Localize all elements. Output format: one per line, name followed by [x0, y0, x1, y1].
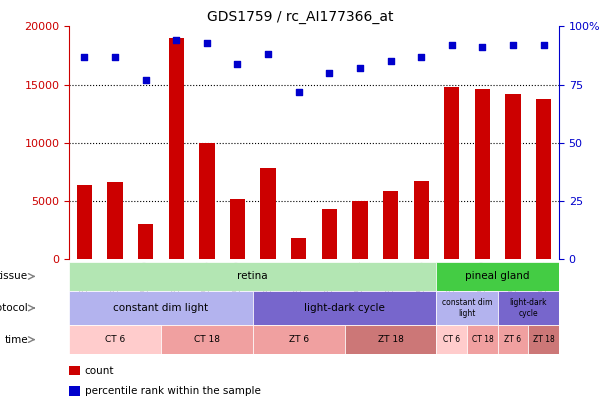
Text: count: count: [85, 366, 114, 375]
Bar: [528, 325, 559, 354]
Bar: [253, 325, 344, 354]
Point: [110, 53, 120, 60]
Text: percentile rank within the sample: percentile rank within the sample: [85, 386, 261, 396]
Text: GDS1759 / rc_AI177366_at: GDS1759 / rc_AI177366_at: [207, 10, 394, 24]
Point: [478, 44, 487, 51]
Text: ZT 6: ZT 6: [504, 335, 522, 344]
Bar: [291, 238, 307, 259]
Bar: [467, 325, 498, 354]
Text: retina: retina: [237, 271, 268, 281]
Text: light-dark cycle: light-dark cycle: [304, 303, 385, 313]
Bar: [199, 143, 215, 259]
Bar: [536, 98, 551, 259]
Point: [202, 39, 212, 46]
Text: CT 18: CT 18: [194, 335, 220, 344]
Bar: [505, 94, 520, 259]
Bar: [444, 87, 459, 259]
Text: constant dim
light: constant dim light: [442, 298, 492, 318]
Text: CT 6: CT 6: [105, 335, 125, 344]
Bar: [69, 291, 253, 325]
Point: [141, 77, 150, 83]
Bar: [169, 38, 184, 259]
Bar: [108, 182, 123, 259]
Point: [355, 65, 365, 72]
Point: [508, 42, 518, 48]
Bar: [77, 185, 92, 259]
Bar: [253, 291, 436, 325]
Bar: [161, 325, 253, 354]
Bar: [69, 366, 80, 375]
Text: protocol: protocol: [0, 303, 28, 313]
Text: ZT 18: ZT 18: [532, 335, 555, 344]
Text: light-dark
cycle: light-dark cycle: [510, 298, 547, 318]
Point: [416, 53, 426, 60]
Bar: [436, 291, 498, 325]
Bar: [498, 291, 559, 325]
Text: CT 18: CT 18: [472, 335, 493, 344]
Point: [171, 37, 181, 44]
Bar: [352, 201, 368, 259]
Bar: [69, 386, 80, 396]
Bar: [383, 190, 398, 259]
Text: pineal gland: pineal gland: [465, 271, 530, 281]
Bar: [69, 262, 436, 291]
Point: [294, 88, 304, 95]
Text: ZT 6: ZT 6: [288, 335, 309, 344]
Bar: [413, 181, 429, 259]
Bar: [138, 224, 153, 259]
Bar: [436, 262, 559, 291]
Point: [539, 42, 549, 48]
Bar: [436, 325, 467, 354]
Bar: [322, 209, 337, 259]
Bar: [230, 199, 245, 259]
Text: CT 6: CT 6: [443, 335, 460, 344]
Bar: [498, 325, 528, 354]
Point: [386, 58, 395, 64]
Text: ZT 18: ZT 18: [377, 335, 403, 344]
Point: [263, 51, 273, 58]
Text: tissue: tissue: [0, 271, 28, 281]
Point: [233, 60, 242, 67]
Bar: [260, 168, 276, 259]
Text: constant dim light: constant dim light: [114, 303, 209, 313]
Bar: [69, 325, 161, 354]
Bar: [344, 325, 436, 354]
Bar: [475, 89, 490, 259]
Text: time: time: [4, 335, 28, 345]
Point: [447, 42, 457, 48]
Point: [79, 53, 89, 60]
Point: [325, 70, 334, 76]
